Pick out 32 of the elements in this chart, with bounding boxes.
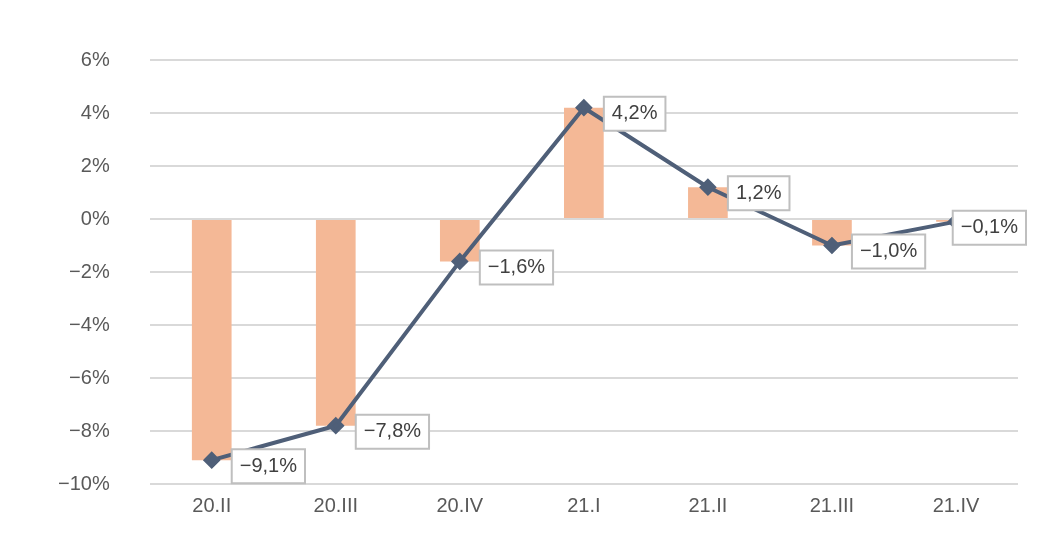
x-tick-label: 21.IV (932, 493, 980, 516)
data-label: −1,0% (859, 239, 918, 262)
data-label: −7,8% (363, 419, 422, 442)
x-tick-label: 20.III (313, 493, 359, 516)
y-tick-label: 6% (80, 47, 110, 70)
bar (191, 220, 232, 461)
point (575, 99, 592, 116)
bar (315, 220, 356, 426)
x-tick-label: 21.III (809, 493, 855, 516)
x-tick-label: 20.IV (436, 493, 484, 516)
data-label: 4,2% (611, 101, 658, 124)
point (327, 417, 344, 434)
y-tick-label: −6% (69, 365, 110, 388)
y-tick-label: −2% (69, 259, 110, 282)
bar (564, 107, 604, 218)
data-label: −9,1% (239, 453, 298, 476)
y-tick-label: −8% (69, 418, 110, 441)
data-label: 1,2% (735, 180, 782, 203)
y-tick-label: −4% (69, 312, 110, 335)
y-tick-label: 0% (80, 206, 110, 229)
data-label: −0,1% (960, 215, 1019, 238)
y-tick-label: −10% (57, 471, 110, 494)
data-label: −1,6% (487, 254, 546, 277)
point (451, 253, 468, 270)
y-tick-label: 2% (80, 153, 110, 176)
x-tick-label: 20.II (192, 493, 232, 516)
point (699, 179, 716, 196)
x-tick-label: 21.II (688, 493, 728, 516)
x-tick-label: 21.I (567, 493, 601, 516)
y-tick-label: 4% (80, 100, 110, 123)
point (203, 452, 220, 469)
point (823, 237, 840, 254)
